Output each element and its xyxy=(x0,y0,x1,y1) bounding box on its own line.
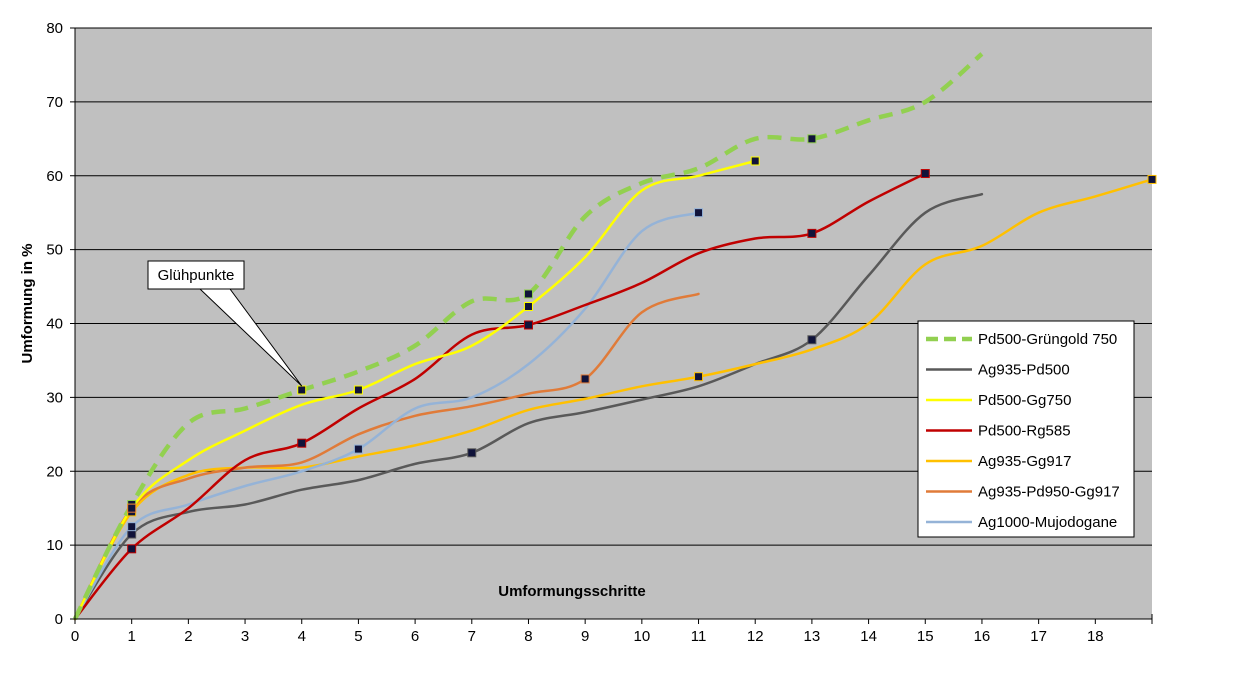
legend-ag1000-mujodogane-label: Ag1000-Mujodogane xyxy=(978,514,1117,531)
y-tick-label: 30 xyxy=(46,389,63,406)
series-pd500-rg585-marker xyxy=(920,169,930,179)
y-axis-title: Umformung in % xyxy=(19,244,36,364)
legend-box xyxy=(917,320,1135,538)
x-axis-title: Umformungsschritte xyxy=(498,583,646,600)
series-ag935-pd950-gg917-line xyxy=(73,292,700,621)
x-tick-label: 5 xyxy=(354,628,362,645)
x-tick-label: 16 xyxy=(974,628,991,645)
x-tick-label: 7 xyxy=(468,628,476,645)
series-ag1000-mujodogane-line xyxy=(73,211,700,621)
series-ag935-pd500-marker xyxy=(467,448,477,458)
legend-pd500-gg750-label: Pd500-Gg750 xyxy=(978,392,1071,409)
series-ag935-pd500-marker xyxy=(127,529,137,539)
series-pd500-rg585-marker xyxy=(523,320,533,330)
annotation-callout: Glühpunkte xyxy=(147,260,303,387)
x-tick-label: 10 xyxy=(633,628,650,645)
x-tick-label: 9 xyxy=(581,628,589,645)
series-pd500-rg585-marker xyxy=(127,544,137,554)
series-ag1000-mujodogane-marker xyxy=(353,444,363,454)
legend-pd500-gr-ngold-750-label: Pd500-Grüngold 750 xyxy=(978,331,1117,348)
y-tick-label: 50 xyxy=(46,242,63,259)
series-pd500-gg750-line xyxy=(73,159,757,621)
y-tick-label: 20 xyxy=(46,463,63,480)
series-pd500-gg750-marker xyxy=(353,385,363,395)
legend-ag935-pd950-gg917-label: Ag935-Pd950-Gg917 xyxy=(978,484,1120,501)
series-ag935-gg917-marker xyxy=(1147,174,1157,184)
series-ag1000-mujodogane-marker xyxy=(127,522,137,532)
series-pd500-rg585-line xyxy=(73,172,927,621)
x-tick-label: 2 xyxy=(184,628,192,645)
series-pd500-gg750-marker xyxy=(750,156,760,166)
series-ag935-pd500-line xyxy=(73,192,984,621)
series-pd500-gr-ngold-750-line xyxy=(72,52,984,620)
series-pd500-rg585-marker xyxy=(807,228,817,238)
series-ag1000-mujodogane-marker xyxy=(694,208,704,218)
series-markers xyxy=(127,134,1157,554)
x-tick-label: 1 xyxy=(128,628,136,645)
x-tick-label: 13 xyxy=(804,628,821,645)
series-pd500-rg585-marker xyxy=(297,438,307,448)
series-pd500-gg750-marker xyxy=(297,385,307,395)
series-ag935-pd950-gg917-marker xyxy=(127,503,137,513)
series-ag935-pd500-marker xyxy=(807,335,817,345)
legend-ag935-gg917-label: Ag935-Gg917 xyxy=(978,453,1071,470)
y-tick-label: 60 xyxy=(46,168,63,185)
x-tick-label: 8 xyxy=(524,628,532,645)
x-tick-label: 15 xyxy=(917,628,934,645)
x-tick-label: 3 xyxy=(241,628,249,645)
x-tick-label: 4 xyxy=(298,628,306,645)
series-ag935-pd950-gg917-marker xyxy=(580,374,590,384)
legend-ag935-pd500-label: Ag935-Pd500 xyxy=(978,362,1070,379)
y-tick-label: 0 xyxy=(55,611,63,628)
x-tick-label: 6 xyxy=(411,628,419,645)
series-pd500-gr-ngold-750-marker xyxy=(523,289,533,299)
y-tick-label: 40 xyxy=(46,316,63,333)
y-tick-label: 10 xyxy=(46,537,63,554)
x-tick-label: 18 xyxy=(1087,628,1104,645)
callout-box xyxy=(147,260,245,290)
legend-pd500-rg585-label: Pd500-Rg585 xyxy=(978,423,1071,440)
y-tick-label: 70 xyxy=(46,94,63,111)
legend: Pd500-Grüngold 750 Ag935-Pd500 Pd500-Gg750… xyxy=(917,320,1135,538)
series-lines xyxy=(72,52,1154,621)
x-tick-label: 12 xyxy=(747,628,764,645)
series-pd500-gr-ngold-750-marker xyxy=(807,134,817,144)
x-tick-label: 17 xyxy=(1030,628,1047,645)
x-tick-label: 14 xyxy=(860,628,877,645)
x-tick-label: 0 xyxy=(71,628,79,645)
y-tick-label: 80 xyxy=(46,20,63,37)
series-pd500-gg750-marker xyxy=(523,302,533,312)
callout-text: Glühpunkte xyxy=(158,267,235,284)
x-tick-label: 11 xyxy=(691,628,707,645)
series-ag935-gg917-marker xyxy=(694,372,704,382)
